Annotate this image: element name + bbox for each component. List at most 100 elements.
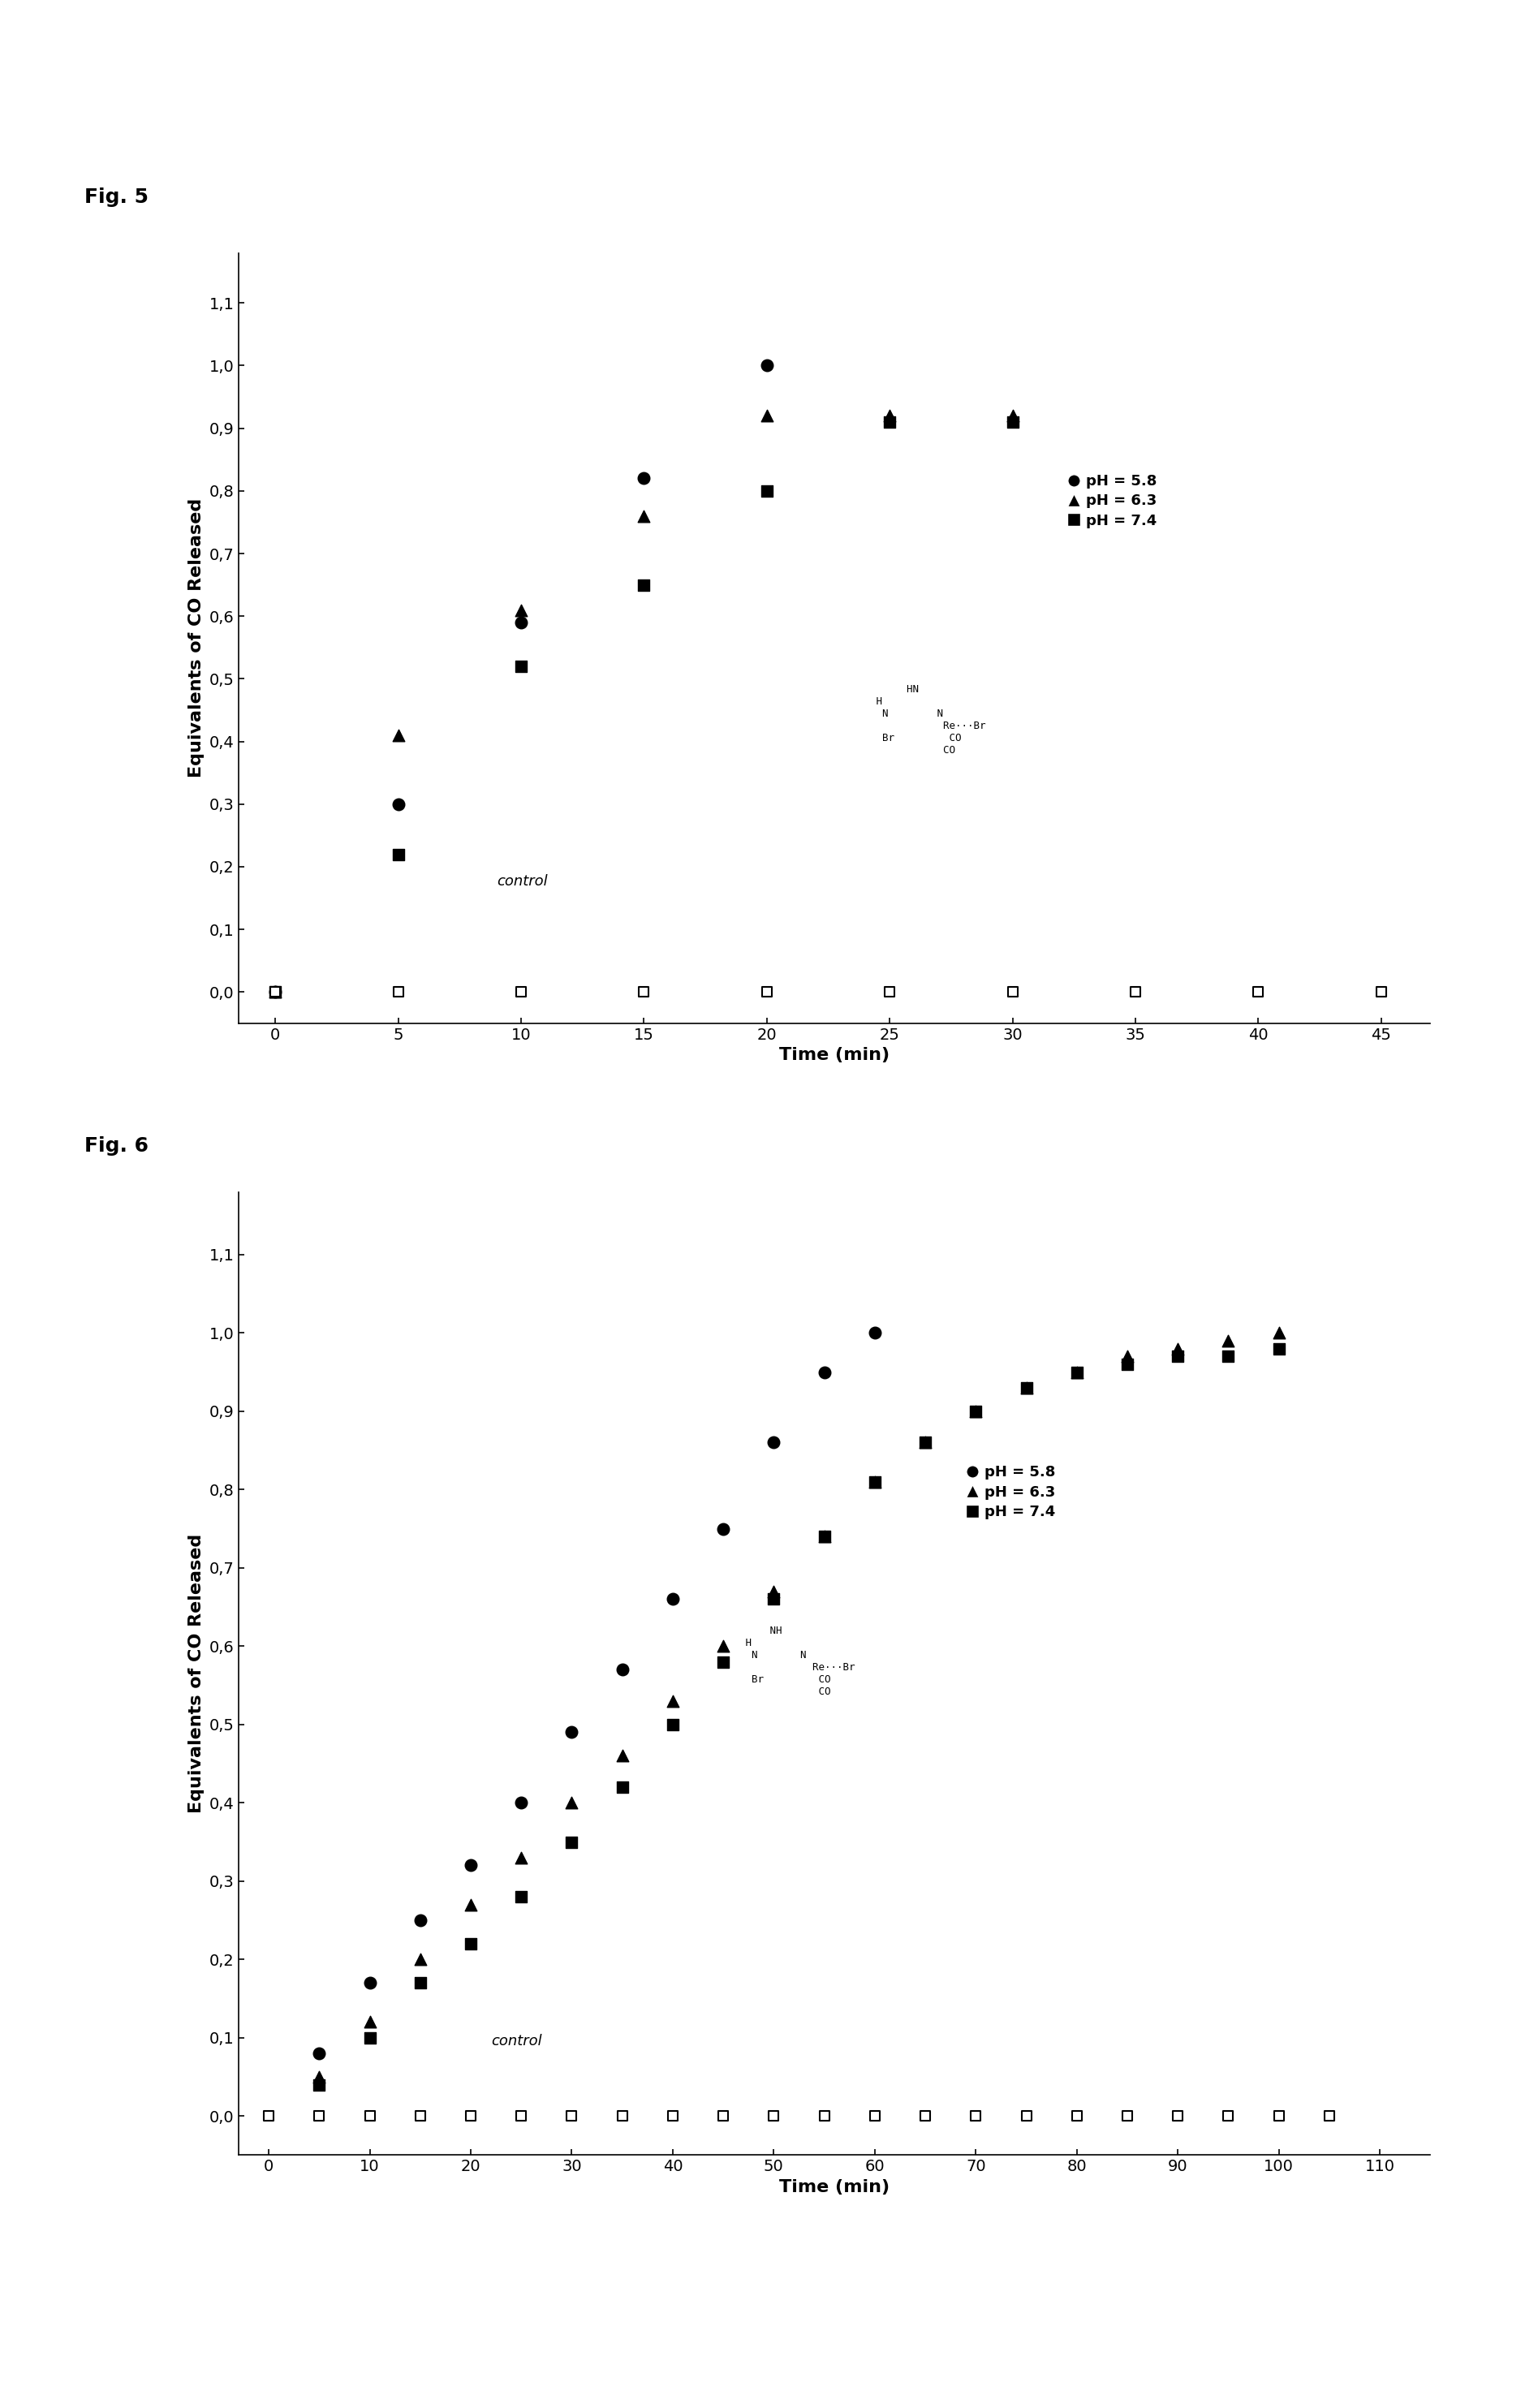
Point <box>308 2066 332 2105</box>
Point <box>1014 1368 1038 1406</box>
Text: Fig. 5: Fig. 5 <box>85 188 149 207</box>
Point <box>1266 1315 1290 1353</box>
Point <box>386 785 411 824</box>
Point <box>1166 2097 1190 2136</box>
Point <box>632 973 657 1011</box>
Point <box>755 973 780 1011</box>
Point <box>660 1580 684 1618</box>
Legend: pH = 5.8, pH = 6.3, pH = 7.4: pH = 5.8, pH = 6.3, pH = 7.4 <box>1063 467 1163 535</box>
Point <box>761 2097 786 2136</box>
Point <box>863 1462 887 1500</box>
Point <box>386 715 411 754</box>
Point <box>914 1423 938 1462</box>
Point <box>386 836 411 874</box>
Point <box>711 2097 735 2136</box>
Point <box>408 1941 432 1979</box>
Point <box>1369 973 1393 1011</box>
Text: HN
   H
    N        N
              Re···Br
    Br         CO
              CO: HN H N N Re···Br Br CO CO <box>858 684 986 756</box>
Point <box>509 602 534 641</box>
Point <box>509 590 534 628</box>
Point <box>914 1423 938 1462</box>
Point <box>711 1628 735 1666</box>
Text: NH
 H
  N       N
            Re···Br
  Br         CO
             CO: NH H N N Re···Br Br CO CO <box>738 1625 855 1698</box>
Y-axis label: Equivalents of CO Released: Equivalents of CO Released <box>189 1534 205 1813</box>
Point <box>1115 2097 1140 2136</box>
Point <box>357 2018 381 2056</box>
Point <box>761 1423 786 1462</box>
Point <box>1064 2097 1089 2136</box>
Point <box>632 460 657 498</box>
Point <box>1014 2097 1038 2136</box>
Point <box>660 2097 684 2136</box>
Point <box>1000 973 1024 1011</box>
Point <box>755 397 780 436</box>
Point <box>611 1649 635 1688</box>
Point <box>755 347 780 385</box>
Point <box>1246 973 1270 1011</box>
Point <box>863 1462 887 1500</box>
X-axis label: Time (min): Time (min) <box>780 2179 889 2196</box>
Point <box>914 2097 938 2136</box>
Point <box>509 2097 534 2136</box>
Point <box>408 1963 432 2001</box>
Point <box>1166 1336 1190 1375</box>
Point <box>509 1837 534 1876</box>
Point <box>1115 1346 1140 1385</box>
Point <box>755 472 780 510</box>
Text: control: control <box>497 874 548 889</box>
Point <box>1000 397 1024 436</box>
Point <box>963 2097 987 2136</box>
Point <box>711 1510 735 1548</box>
Point <box>509 1878 534 1917</box>
X-axis label: Time (min): Time (min) <box>780 1047 889 1064</box>
Point <box>458 2097 483 2136</box>
Point <box>812 1517 837 1556</box>
Point <box>1115 1336 1140 1375</box>
Point <box>509 973 534 1011</box>
Point <box>458 1847 483 1885</box>
Point <box>877 973 901 1011</box>
Point <box>308 2056 332 2095</box>
Point <box>1266 2097 1290 2136</box>
Point <box>257 2097 281 2136</box>
Point <box>711 1642 735 1681</box>
Legend: pH = 5.8, pH = 6.3, pH = 7.4: pH = 5.8, pH = 6.3, pH = 7.4 <box>961 1459 1061 1524</box>
Point <box>560 1823 584 1861</box>
Point <box>458 1885 483 1924</box>
Point <box>560 2097 584 2136</box>
Point <box>560 1712 584 1751</box>
Point <box>963 1392 987 1430</box>
Point <box>812 1353 837 1392</box>
Point <box>863 1315 887 1353</box>
Point <box>761 1572 786 1611</box>
Point <box>761 1580 786 1618</box>
Point <box>308 2035 332 2073</box>
Point <box>560 1784 584 1823</box>
Point <box>1317 2097 1341 2136</box>
Point <box>632 566 657 604</box>
Point <box>1217 2097 1241 2136</box>
Point <box>386 973 411 1011</box>
Point <box>263 973 288 1011</box>
Point <box>611 1767 635 1806</box>
Point <box>357 2097 381 2136</box>
Point <box>458 1924 483 1963</box>
Point <box>877 402 901 441</box>
Point <box>963 1392 987 1430</box>
Point <box>611 2097 635 2136</box>
Point <box>509 1784 534 1823</box>
Point <box>812 2097 837 2136</box>
Point <box>509 648 534 686</box>
Point <box>263 973 288 1011</box>
Point <box>357 1963 381 2001</box>
Point <box>660 1681 684 1719</box>
Point <box>877 397 901 436</box>
Text: Fig. 6: Fig. 6 <box>85 1137 149 1156</box>
Point <box>408 1900 432 1938</box>
Point <box>1064 1353 1089 1392</box>
Text: control: control <box>491 2035 541 2049</box>
Y-axis label: Equivalents of CO Released: Equivalents of CO Released <box>189 498 205 778</box>
Point <box>1000 402 1024 441</box>
Point <box>660 1705 684 1743</box>
Point <box>408 2097 432 2136</box>
